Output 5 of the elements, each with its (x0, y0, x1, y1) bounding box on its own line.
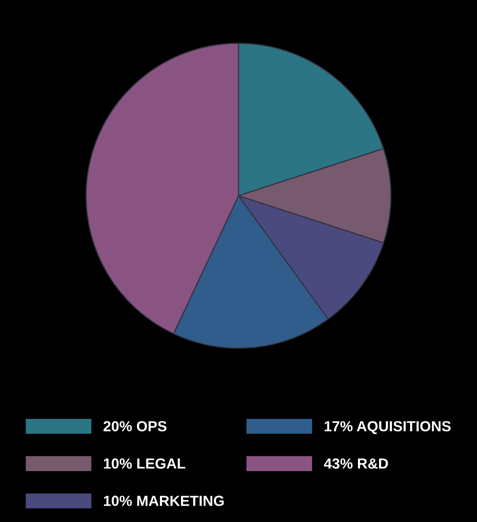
legend-label: 17% AQUISITIONS (324, 421, 451, 434)
legend-label: 10% LEGAL (104, 458, 186, 469)
legend-label: 43% R&D (324, 458, 388, 469)
legend-label: 20% OPS (104, 421, 167, 432)
legend-label: 10% MARKETING (104, 496, 224, 506)
